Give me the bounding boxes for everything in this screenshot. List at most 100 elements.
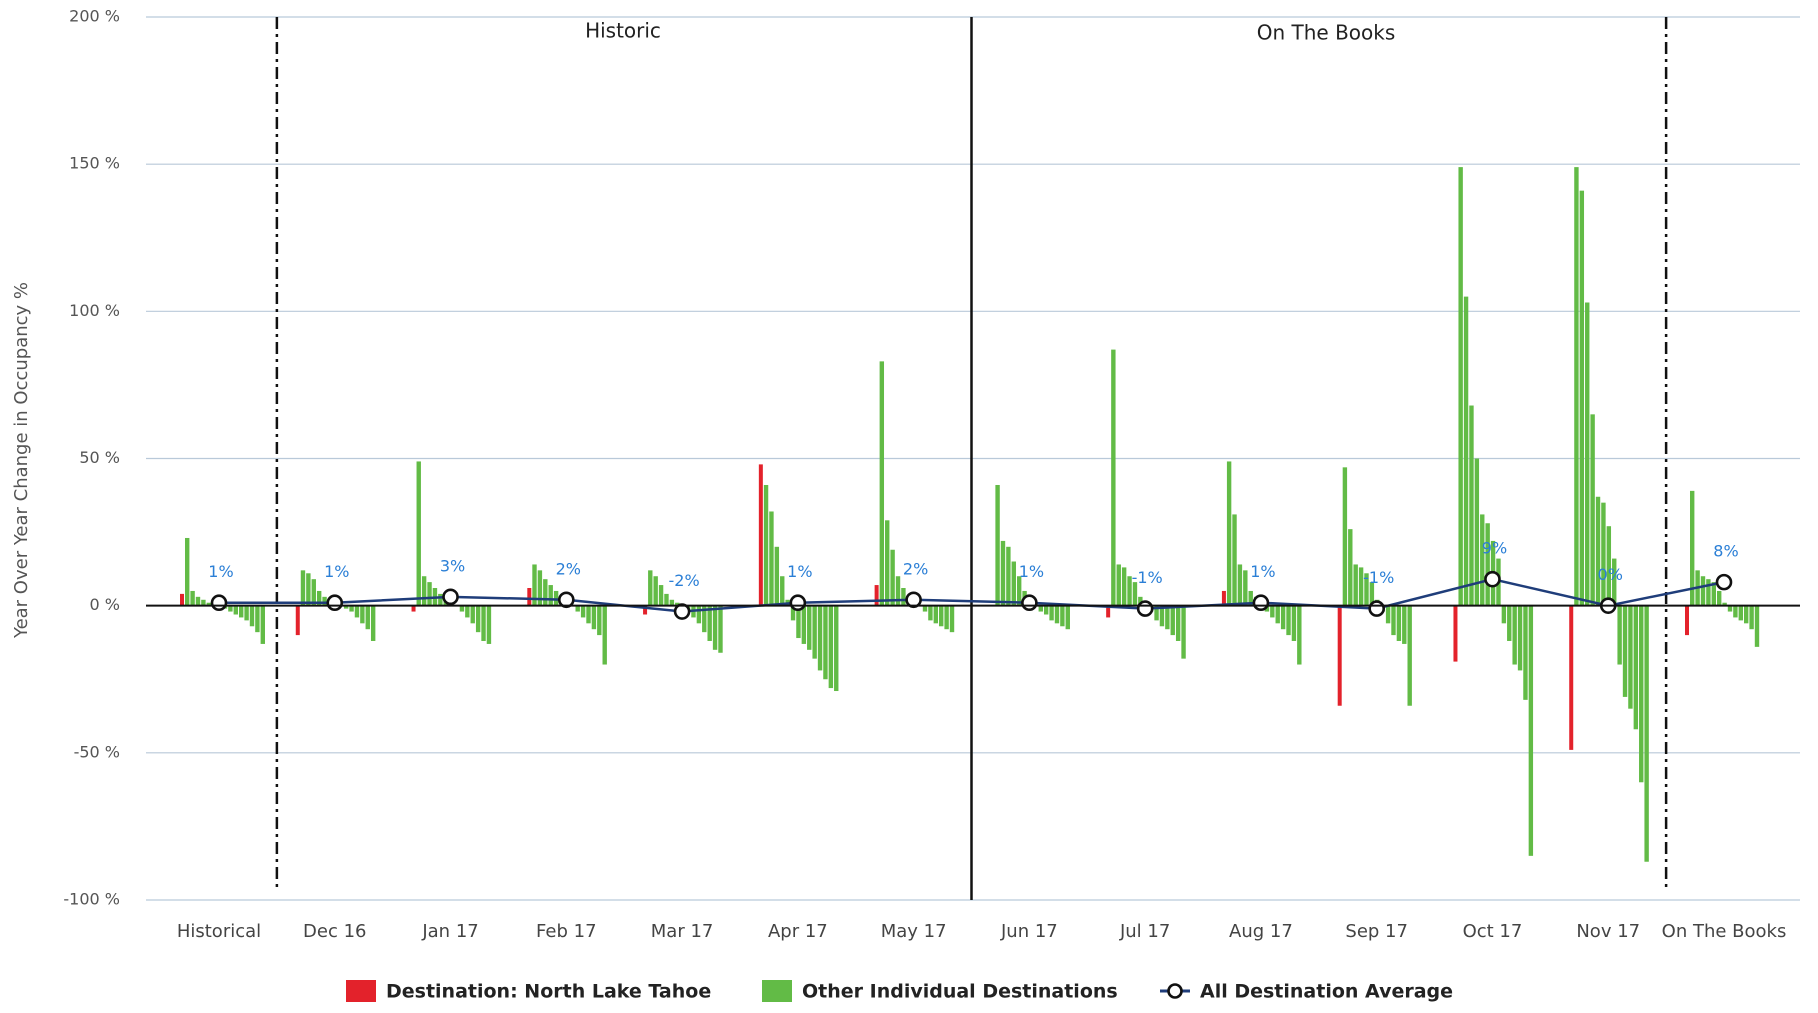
bar <box>1181 605 1186 659</box>
bar <box>1170 605 1175 636</box>
bar <box>812 605 817 659</box>
average-point <box>210 594 228 612</box>
bar <box>1402 605 1407 644</box>
bar <box>1038 605 1043 612</box>
bar <box>1590 414 1595 606</box>
bar <box>648 570 653 606</box>
y-tick-label: -50 % <box>74 742 120 761</box>
bar <box>1469 405 1474 606</box>
bar <box>591 605 597 630</box>
x-tick-label: Jul 17 <box>1119 921 1170 942</box>
bar <box>933 605 939 624</box>
bar <box>1685 605 1689 636</box>
bar <box>763 484 769 606</box>
bar <box>185 537 190 606</box>
bar <box>1006 546 1011 606</box>
bar <box>575 605 580 612</box>
y-axis-label: Year Over Year Change in Occupancy % <box>11 282 32 639</box>
y-tick-label: 150 % <box>69 154 120 173</box>
bar <box>780 576 785 606</box>
bar <box>1364 573 1369 606</box>
bar <box>643 605 648 615</box>
y-tick-label: 100 % <box>69 301 120 320</box>
bar <box>1127 576 1132 606</box>
bar <box>995 484 1000 606</box>
x-tick-label: Dec 16 <box>303 921 366 942</box>
average-line <box>219 577 1725 613</box>
bar <box>1485 523 1490 606</box>
legend-swatch <box>1167 983 1183 999</box>
region-label: Historic <box>585 19 661 43</box>
bar <box>459 605 465 612</box>
bar <box>1353 564 1358 606</box>
bar <box>548 585 553 606</box>
bar <box>1480 514 1485 606</box>
bar <box>354 605 360 618</box>
bar <box>1000 540 1006 606</box>
bar <box>1738 605 1743 621</box>
bar <box>658 585 664 606</box>
bar <box>1132 582 1138 606</box>
bar <box>244 605 249 621</box>
bar <box>233 605 238 615</box>
bar <box>1060 605 1065 627</box>
bar <box>1501 605 1507 624</box>
bar <box>1016 576 1022 606</box>
bar <box>885 520 890 606</box>
bar <box>1711 582 1716 606</box>
bar <box>817 605 823 671</box>
bar <box>316 590 322 606</box>
bar <box>1523 605 1528 700</box>
average-point <box>1136 600 1154 617</box>
average-label: 1% <box>1019 562 1044 581</box>
bar <box>1237 564 1243 606</box>
bar <box>1116 564 1121 606</box>
bar <box>249 605 255 627</box>
bar <box>1248 590 1253 606</box>
bar <box>580 605 586 618</box>
bar <box>1458 167 1463 606</box>
x-tick-label: Apr 17 <box>768 921 828 942</box>
bar <box>874 585 879 606</box>
bar <box>702 605 707 633</box>
bar <box>1574 167 1579 606</box>
bar <box>1396 605 1402 641</box>
x-tick-label: Jun 17 <box>1000 921 1058 942</box>
x-tick-label: May 17 <box>881 921 947 942</box>
bar <box>206 602 211 606</box>
y-tick-label: 50 % <box>79 448 120 467</box>
bar <box>696 605 702 624</box>
bar <box>1569 605 1574 750</box>
bar <box>1348 529 1353 606</box>
bar <box>1528 605 1534 856</box>
bar <box>1706 579 1711 606</box>
bar <box>712 605 718 650</box>
bar <box>1280 605 1286 630</box>
bar <box>365 605 370 630</box>
bar <box>834 605 839 692</box>
bar <box>421 576 427 606</box>
legend-swatch <box>762 980 792 1002</box>
bar <box>653 576 658 606</box>
legend-label: All Destination Average <box>1200 981 1453 1003</box>
x-tick-label: Mar 17 <box>651 921 714 942</box>
bar <box>1744 605 1749 624</box>
bar <box>1286 605 1291 636</box>
average-point <box>1021 594 1038 612</box>
bar <box>481 605 486 641</box>
bar <box>664 593 669 606</box>
x-tick-label: Historical <box>177 921 261 942</box>
bar <box>1011 561 1016 606</box>
bar <box>475 605 481 633</box>
average-label: 1% <box>787 562 812 581</box>
bar <box>901 588 906 606</box>
average-label: 1% <box>208 562 233 581</box>
bar <box>1644 605 1649 862</box>
bar <box>769 511 774 606</box>
bar <box>1358 567 1364 606</box>
bar <box>1043 605 1049 615</box>
average-label: 9% <box>1482 539 1507 558</box>
bar <box>597 605 602 636</box>
bar <box>1369 582 1375 606</box>
bar <box>1633 605 1639 730</box>
